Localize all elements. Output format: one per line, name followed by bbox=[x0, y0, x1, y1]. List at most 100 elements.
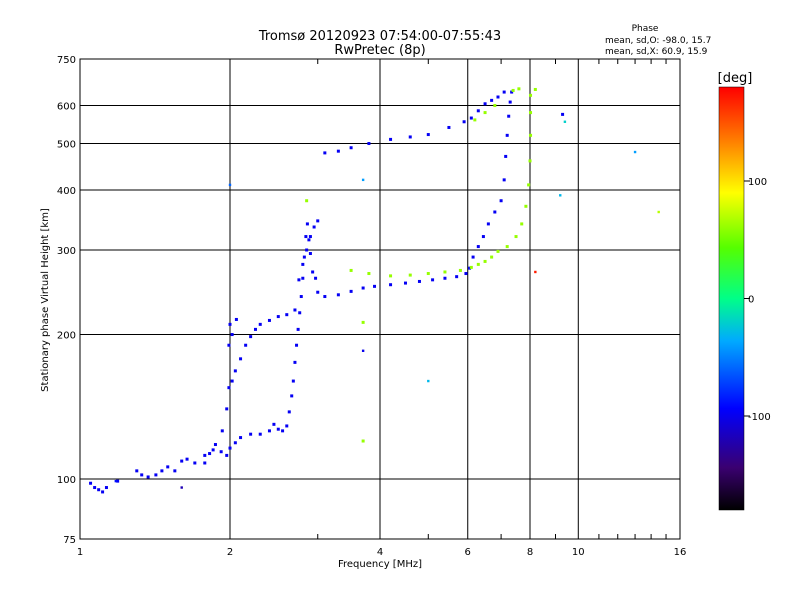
data-point-x bbox=[408, 273, 412, 277]
data-point-x bbox=[476, 262, 480, 266]
y-tick-label: 75 bbox=[63, 535, 76, 546]
data-point-o bbox=[493, 210, 497, 214]
data-point-o bbox=[308, 252, 312, 256]
data-point-o bbox=[193, 461, 197, 465]
data-point-o bbox=[287, 410, 291, 414]
data-point-o bbox=[146, 475, 150, 479]
data-point-x bbox=[520, 222, 524, 226]
data-point-o bbox=[281, 429, 285, 433]
data-point-o bbox=[227, 386, 231, 390]
data-point-o bbox=[180, 459, 184, 463]
y-tick-label: 300 bbox=[57, 246, 76, 257]
data-point-x bbox=[443, 270, 447, 274]
x-tick-label: 10 bbox=[572, 547, 585, 558]
data-point-o bbox=[408, 135, 412, 139]
data-point-o bbox=[239, 436, 243, 440]
data-point-x bbox=[496, 249, 500, 253]
data-point-o bbox=[267, 318, 271, 322]
data-point-x bbox=[458, 268, 462, 272]
data-point-x bbox=[533, 87, 537, 91]
outlier-point bbox=[534, 270, 537, 274]
outlier-point bbox=[361, 178, 365, 182]
y-tick-label: 100 bbox=[57, 475, 76, 486]
phase-info-line2: mean, sd,X: 60.9, 15.9 bbox=[605, 47, 708, 57]
data-point-o bbox=[211, 448, 215, 452]
data-point-o bbox=[230, 333, 234, 337]
data-point-x bbox=[426, 272, 430, 276]
y-tick-label: 400 bbox=[57, 186, 76, 197]
data-point-o bbox=[471, 255, 475, 259]
data-point-o bbox=[154, 473, 158, 477]
data-point-x bbox=[528, 159, 532, 163]
outlier-point bbox=[427, 379, 430, 383]
outlier-point bbox=[180, 486, 183, 489]
data-point-o bbox=[349, 289, 353, 293]
data-point-o bbox=[203, 461, 207, 465]
data-point-o bbox=[239, 357, 243, 361]
chart-title: Tromsø 20120923 07:54:00-07:55:43 bbox=[258, 29, 501, 44]
data-point-o bbox=[323, 151, 327, 155]
data-point-o bbox=[305, 248, 309, 252]
data-point-o bbox=[502, 178, 506, 182]
data-point-o bbox=[299, 295, 303, 299]
data-point-o bbox=[272, 422, 276, 426]
data-point-o bbox=[227, 343, 231, 347]
data-point-o bbox=[361, 286, 365, 290]
y-tick-label: 200 bbox=[57, 331, 76, 342]
data-point-o bbox=[349, 146, 353, 150]
data-point-o bbox=[389, 137, 393, 141]
data-point-o bbox=[483, 102, 487, 106]
outlier-point bbox=[228, 183, 232, 187]
data-point-x bbox=[389, 274, 393, 278]
data-point-o bbox=[481, 235, 485, 239]
data-point-o bbox=[476, 109, 480, 113]
data-point-o bbox=[228, 446, 232, 450]
data-point-o bbox=[89, 481, 93, 485]
data-point-x bbox=[527, 183, 531, 187]
data-point-o bbox=[486, 222, 490, 226]
x-axis-label: Frequency [MHz] bbox=[338, 559, 422, 570]
data-point-o bbox=[308, 235, 312, 239]
data-point-o bbox=[389, 283, 393, 287]
data-point-o bbox=[302, 255, 306, 259]
colorbar-tick-label: 100 bbox=[748, 177, 767, 188]
data-point-o bbox=[276, 315, 280, 319]
data-point-o bbox=[104, 486, 108, 490]
data-point-o bbox=[502, 90, 506, 94]
data-point-o bbox=[166, 465, 170, 469]
data-point-o bbox=[249, 335, 253, 339]
outlier-point bbox=[114, 479, 118, 483]
data-point-o bbox=[312, 225, 316, 229]
data-point-o bbox=[304, 235, 308, 239]
data-point-o bbox=[464, 272, 468, 276]
data-point-o bbox=[296, 327, 300, 331]
x-tick-label: 16 bbox=[674, 547, 687, 558]
data-point-o bbox=[301, 262, 305, 266]
colorbar bbox=[718, 86, 745, 511]
data-point-x bbox=[361, 320, 365, 324]
data-point-o bbox=[504, 154, 508, 158]
data-point-o bbox=[267, 429, 271, 433]
data-point-o bbox=[258, 322, 262, 326]
data-point-x bbox=[529, 111, 533, 115]
data-point-o bbox=[253, 327, 257, 331]
y-tick-label: 600 bbox=[57, 102, 76, 113]
data-point-o bbox=[314, 276, 318, 280]
data-point-o bbox=[101, 490, 105, 494]
data-point-o bbox=[316, 290, 320, 294]
data-point-o bbox=[316, 219, 320, 223]
data-point-o bbox=[219, 450, 223, 454]
data-point-o bbox=[507, 114, 511, 118]
data-point-o bbox=[160, 469, 164, 473]
data-point-o bbox=[510, 90, 514, 94]
data-point-o bbox=[305, 222, 309, 226]
outlier-point bbox=[657, 210, 660, 214]
x-tick-label: 6 bbox=[465, 547, 471, 558]
data-point-x bbox=[367, 272, 371, 276]
plot-frame bbox=[79, 58, 681, 540]
data-point-o bbox=[508, 100, 512, 104]
data-point-o bbox=[258, 432, 262, 436]
y-tick-label: 500 bbox=[57, 140, 76, 151]
chart-subtitle: RwPretec (8p) bbox=[334, 43, 425, 58]
